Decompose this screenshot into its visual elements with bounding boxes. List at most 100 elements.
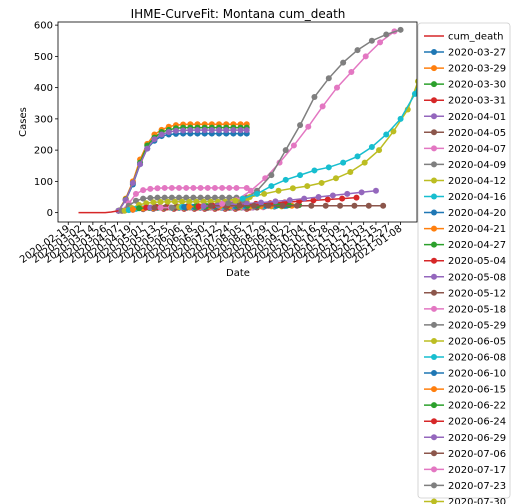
series-point [268, 183, 275, 190]
legend-label: 2020-06-22 [448, 401, 506, 412]
series-point [186, 203, 193, 210]
legend-label: 2020-05-04 [448, 256, 506, 267]
series-point [151, 136, 158, 143]
series-line [228, 29, 401, 205]
legend-label: 2020-06-05 [448, 336, 506, 347]
series-point [232, 197, 239, 204]
series-point [377, 39, 384, 46]
legend-label: 2020-06-29 [448, 433, 506, 444]
series-point [272, 198, 279, 205]
series-point [376, 147, 383, 154]
legend-swatch-marker [431, 193, 437, 200]
legend-swatch-marker [431, 418, 437, 425]
series-point [132, 197, 139, 204]
series-point [143, 200, 150, 207]
series-point [344, 190, 351, 197]
series-point [347, 169, 354, 175]
plot-area-frame [57, 21, 418, 223]
series-point [168, 184, 175, 191]
series-point [226, 194, 233, 201]
y-tick-label: 300 [34, 114, 53, 125]
series-point [186, 198, 193, 205]
series-point [340, 59, 347, 66]
legend-label: 2020-03-31 [448, 96, 506, 107]
legend-entry: 2020-06-10 [424, 369, 506, 380]
series-point [325, 164, 332, 171]
series-2020-07-06 [207, 202, 387, 209]
legend-entry: 2020-05-08 [424, 272, 506, 283]
series-point [368, 144, 375, 150]
series-point [197, 184, 204, 191]
legend-label: 2020-06-24 [448, 417, 506, 428]
series-point [144, 145, 151, 152]
legend-label: 2020-05-18 [448, 304, 506, 315]
legend-swatch-marker [431, 161, 437, 168]
series-point [151, 204, 158, 211]
series-point [275, 187, 282, 194]
legend-swatch-marker [431, 129, 437, 136]
legend-entry: 2020-06-08 [424, 353, 506, 364]
series-point [187, 127, 194, 134]
series-point [197, 194, 204, 201]
series-point [168, 204, 175, 211]
series-point [165, 129, 172, 135]
y-axis-label: Cases [18, 107, 29, 137]
series-point [305, 123, 312, 130]
legend-label: 2020-07-23 [448, 481, 506, 492]
y-tick-label: 0 [47, 208, 53, 219]
legend-entry: 2020-06-29 [424, 433, 506, 444]
legend-entry: 2020-05-04 [424, 256, 506, 267]
series-point [353, 194, 360, 201]
series-point [164, 198, 171, 205]
series-point [279, 202, 286, 209]
legend-swatch-marker [431, 241, 437, 248]
series-point [200, 198, 207, 205]
legend-swatch-marker [431, 145, 437, 152]
series-point [365, 202, 372, 209]
legend-entry: 2020-06-24 [424, 417, 506, 428]
series-point [411, 90, 417, 97]
legend-swatch-marker [431, 402, 437, 409]
series-point [265, 202, 272, 209]
series-point [219, 184, 226, 191]
legend-swatch-marker [431, 498, 437, 504]
series-point [308, 202, 315, 209]
legend-entry: 2020-06-22 [424, 401, 506, 412]
series-point [368, 37, 375, 44]
series-point [325, 75, 332, 82]
legend-label: 2020-06-10 [448, 369, 506, 380]
series-point [329, 192, 336, 199]
cum-death-line [78, 210, 119, 214]
x-axis: 2020-02-192020-03-022020-03-142020-03-26… [18, 222, 404, 266]
legend-swatch-marker [431, 370, 437, 377]
legend-entry: 2020-03-27 [424, 48, 506, 59]
legend-entry: 2020-04-07 [424, 144, 506, 155]
legend-label: cum_death [448, 32, 503, 43]
series-point [140, 195, 147, 202]
series-point [183, 194, 190, 201]
series-point [289, 185, 296, 192]
series-point [147, 204, 154, 211]
series-point [339, 195, 346, 202]
series-point [361, 159, 368, 166]
legend-swatch-marker [431, 305, 437, 312]
legend-entry: 2020-05-18 [424, 304, 506, 315]
series-point [154, 185, 161, 192]
series-point [390, 128, 397, 135]
series-point [157, 204, 164, 211]
legend-label: 2020-04-01 [448, 112, 506, 123]
series-point [219, 194, 226, 201]
series-point [181, 204, 188, 210]
series-2020-07-23 [225, 26, 404, 207]
series-point [195, 203, 202, 210]
series-point [337, 202, 344, 209]
legend-label: 2020-03-29 [448, 64, 506, 75]
series-point [310, 197, 317, 204]
legend-entry: 2020-03-30 [424, 80, 506, 91]
legend-entry: 2020-07-17 [424, 465, 506, 476]
series-point [161, 184, 168, 191]
series-point [193, 198, 200, 205]
series-point [147, 185, 154, 192]
legend-label: 2020-05-08 [448, 272, 506, 283]
